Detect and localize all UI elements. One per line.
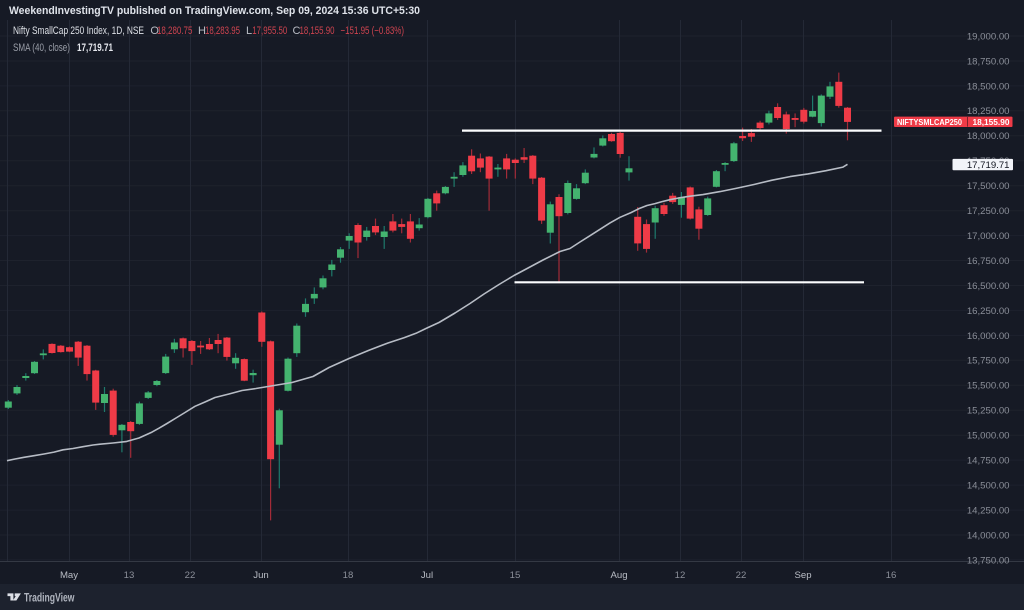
svg-text:15,750.00: 15,750.00	[967, 356, 1010, 367]
svg-text:O: O	[150, 25, 159, 37]
svg-text:18,000.00: 18,000.00	[967, 131, 1010, 142]
svg-text:18,750.00: 18,750.00	[967, 56, 1010, 67]
svg-text:13: 13	[124, 570, 135, 581]
svg-text:Nifty SmallCap 250 Index, 1D,: Nifty SmallCap 250 Index, 1D, NSE	[13, 25, 144, 37]
svg-text:17,000.00: 17,000.00	[967, 231, 1010, 242]
svg-text:C: C	[293, 25, 301, 37]
svg-text:22: 22	[736, 570, 747, 581]
svg-text:TradingView: TradingView	[24, 592, 75, 605]
svg-text:L: L	[246, 25, 252, 37]
svg-text:16,500.00: 16,500.00	[967, 281, 1010, 292]
svg-text:17,250.00: 17,250.00	[967, 206, 1010, 217]
svg-text:14,750.00: 14,750.00	[967, 456, 1010, 467]
svg-text:WeekendInvestingTV published o: WeekendInvestingTV published on TradingV…	[9, 5, 420, 17]
svg-text:15: 15	[510, 570, 521, 581]
svg-text:14,500.00: 14,500.00	[967, 481, 1010, 492]
svg-text:−151.95 (−0.83%): −151.95 (−0.83%)	[341, 25, 405, 37]
svg-text:18,155.90: 18,155.90	[300, 25, 335, 37]
svg-text:17,719.71: 17,719.71	[77, 42, 113, 54]
svg-text:18,500.00: 18,500.00	[967, 81, 1010, 92]
svg-text:17,955.50: 17,955.50	[252, 25, 287, 37]
svg-text:Aug: Aug	[610, 570, 627, 581]
svg-text:Sep: Sep	[794, 570, 811, 581]
svg-text:12: 12	[675, 570, 686, 581]
svg-text:17,500.00: 17,500.00	[967, 181, 1010, 192]
svg-text:Jun: Jun	[253, 570, 268, 581]
svg-text:15,500.00: 15,500.00	[967, 381, 1010, 392]
svg-text:18,280.75: 18,280.75	[157, 25, 192, 37]
svg-text:13,750.00: 13,750.00	[967, 555, 1010, 566]
svg-text:18,283.95: 18,283.95	[205, 25, 240, 37]
svg-text:18,155.90: 18,155.90	[973, 117, 1010, 127]
svg-text:14,000.00: 14,000.00	[967, 530, 1010, 541]
svg-text:18,250.00: 18,250.00	[967, 106, 1010, 117]
svg-text:22: 22	[185, 570, 196, 581]
svg-text:15,000.00: 15,000.00	[967, 431, 1010, 442]
svg-text:17,719.71: 17,719.71	[967, 160, 1010, 171]
svg-text:H: H	[198, 25, 206, 37]
svg-text:15,250.00: 15,250.00	[967, 406, 1010, 417]
svg-text:14,250.00: 14,250.00	[967, 506, 1010, 517]
svg-text:16,750.00: 16,750.00	[967, 256, 1010, 267]
svg-text:16,250.00: 16,250.00	[967, 306, 1010, 317]
svg-text:18: 18	[343, 570, 354, 581]
svg-text:SMA (40, close): SMA (40, close)	[13, 42, 70, 54]
svg-text:19,000.00: 19,000.00	[967, 31, 1010, 42]
svg-text:16,000.00: 16,000.00	[967, 331, 1010, 342]
svg-text:Jul: Jul	[421, 570, 433, 581]
svg-text:May: May	[60, 570, 78, 581]
svg-text:16: 16	[886, 570, 897, 581]
svg-text:NIFTYSMLCAP250: NIFTYSMLCAP250	[897, 117, 962, 127]
